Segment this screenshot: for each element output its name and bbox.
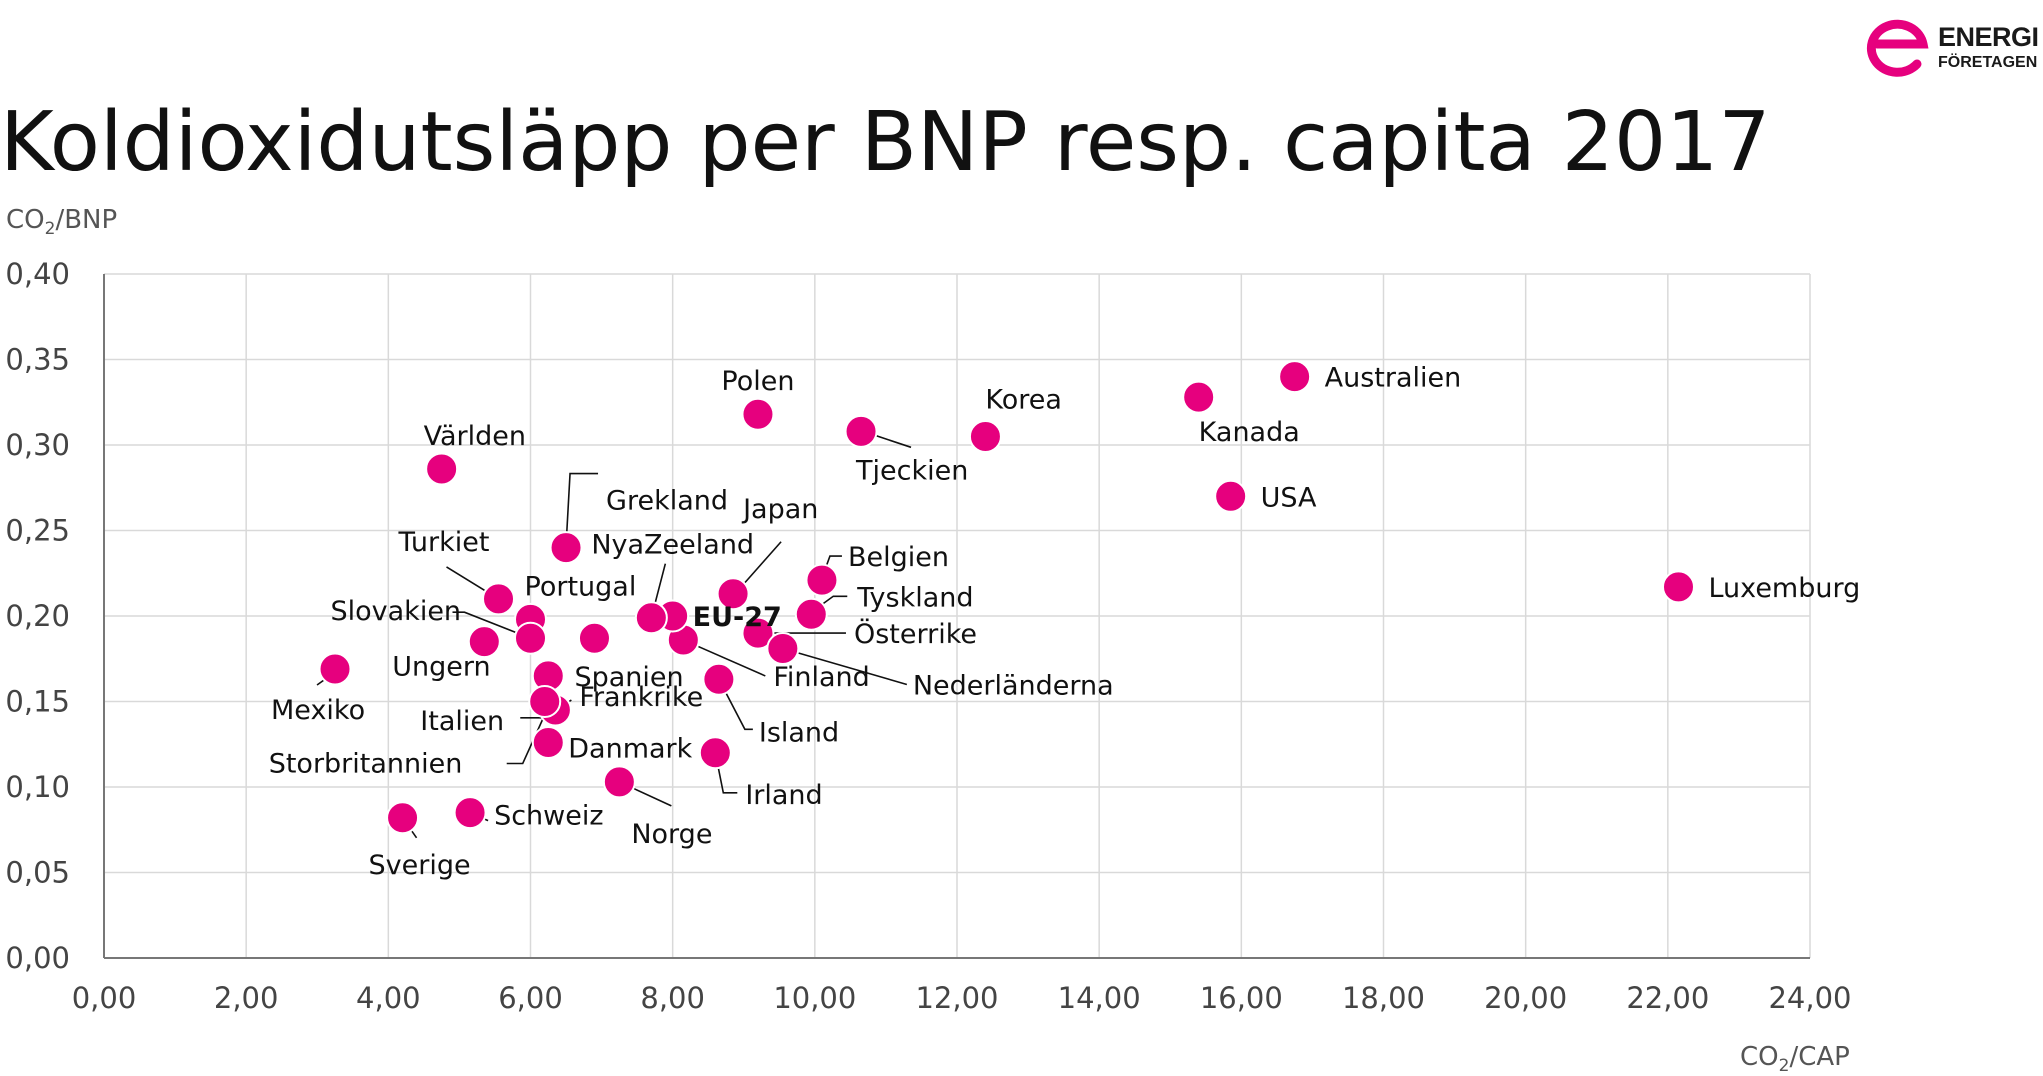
- x-tick-label: 6,00: [498, 981, 563, 1015]
- leader-line: [718, 678, 753, 731]
- data-point: [531, 726, 565, 760]
- logo-text-foretagen: FÖRETAGEN: [1938, 54, 2038, 71]
- data-label: Storbritannien: [269, 749, 463, 780]
- logo-text-energi: ENERGI: [1938, 22, 2039, 52]
- y-tick-label: 0,20: [5, 599, 70, 633]
- data-label: Nederländerna: [913, 670, 1114, 701]
- point-labels: Australien Kanada USA Luxemburg Korea Tjeckie…: [269, 363, 1861, 881]
- data-label: Ungern: [392, 652, 490, 683]
- data-label: Belgien: [848, 542, 949, 573]
- y-tick-label: 0,40: [5, 257, 70, 291]
- data-point: [844, 414, 878, 448]
- leader-line: [565, 472, 599, 546]
- data-label: USA: [1261, 482, 1317, 513]
- data-label: NyaZeeland: [591, 530, 754, 561]
- data-point: [805, 563, 839, 597]
- x-tick-label: 4,00: [356, 981, 421, 1015]
- x-tick-label: 18,00: [1342, 981, 1425, 1015]
- data-point: [425, 452, 459, 486]
- data-point: [386, 801, 420, 835]
- y-axis-label: CO2/BNP: [6, 205, 118, 239]
- data-label: Tjeckien: [855, 455, 968, 486]
- data-point: [514, 621, 547, 655]
- data-point: [968, 419, 1002, 453]
- x-tick-label: 0,00: [72, 981, 137, 1015]
- data-points: [318, 360, 1695, 835]
- data-point: [1182, 380, 1216, 414]
- data-label: Japan: [741, 494, 818, 525]
- y-tick-label: 0,25: [5, 514, 70, 548]
- data-label: Korea: [985, 384, 1062, 415]
- energiforetagen-logo: ENERGI FÖRETAGEN: [1865, 14, 2043, 80]
- data-label: Portugal: [525, 571, 637, 602]
- data-point: [1278, 360, 1312, 394]
- leader-line: [782, 647, 908, 686]
- data-point: [1214, 479, 1248, 513]
- data-point: [794, 597, 828, 631]
- data-point: [602, 765, 636, 799]
- x-tick-label: 12,00: [915, 981, 998, 1015]
- data-label: Sverige: [369, 850, 471, 881]
- x-axis-label: CO2/CAP: [1740, 1042, 1850, 1076]
- data-label: Italien: [420, 706, 504, 737]
- data-point: [549, 531, 583, 565]
- data-label: Tyskland: [856, 582, 973, 613]
- data-point: [453, 796, 487, 830]
- data-label: Kanada: [1199, 417, 1300, 448]
- y-tick-label: 0,35: [5, 343, 70, 377]
- data-point: [741, 397, 775, 431]
- data-label: Slovakien: [331, 596, 462, 627]
- data-label: Grekland: [606, 486, 728, 517]
- data-label: EU-27: [693, 602, 782, 633]
- x-tick-label: 10,00: [773, 981, 856, 1015]
- data-point: [634, 601, 668, 635]
- data-label: Finland: [773, 662, 869, 693]
- chart-title: Koldioxidutsläpp per BNP resp. capita 20…: [0, 95, 1771, 190]
- axes: 0,00 2,00 4,00 6,00 8,00 10,00 12,00 14,00 16,00…: [5, 257, 1851, 1015]
- data-point: [318, 652, 352, 686]
- data-label: Australien: [1325, 363, 1462, 394]
- data-point: [467, 625, 501, 659]
- data-label: Mexiko: [271, 695, 365, 726]
- y-tick-label: 0,05: [5, 856, 70, 890]
- x-tick-label: 14,00: [1058, 981, 1141, 1015]
- data-label: Island: [759, 717, 839, 748]
- data-point: [766, 631, 800, 665]
- x-tick-label: 16,00: [1200, 981, 1283, 1015]
- data-point: [716, 577, 750, 611]
- y-tick-label: 0,10: [5, 770, 70, 804]
- data-point: [528, 685, 562, 718]
- data-point: [741, 616, 775, 650]
- data-label: Frankrike: [579, 682, 703, 713]
- data-label: Världen: [424, 421, 526, 452]
- data-point: [482, 582, 516, 616]
- data-point: [577, 621, 611, 655]
- data-label: Luxemburg: [1708, 573, 1860, 604]
- y-tick-label: 0,00: [5, 941, 70, 975]
- data-label: Spanien: [574, 662, 683, 693]
- y-tick-label: 0,30: [5, 428, 70, 462]
- x-tick-label: 2,00: [214, 981, 279, 1015]
- leader-line: [452, 611, 531, 639]
- data-point: [698, 736, 732, 770]
- x-tick-label: 24,00: [1768, 981, 1851, 1015]
- data-point: [1661, 570, 1695, 604]
- data-label: Schweiz: [494, 801, 603, 832]
- data-point: [702, 662, 736, 696]
- data-label: Polen: [721, 366, 794, 397]
- data-label: Turkiet: [398, 527, 490, 558]
- x-tick-label: 20,00: [1484, 981, 1567, 1015]
- data-label: Irland: [745, 780, 822, 811]
- leader-line: [506, 701, 552, 765]
- data-label: Danmark: [568, 734, 692, 765]
- y-tick-label: 0,15: [5, 685, 70, 719]
- data-label: Norge: [631, 819, 712, 850]
- x-tick-label: 22,00: [1626, 981, 1709, 1015]
- data-label: Österrike: [854, 618, 977, 650]
- logo-e-icon: [1866, 19, 1929, 77]
- x-tick-label: 8,00: [640, 981, 705, 1015]
